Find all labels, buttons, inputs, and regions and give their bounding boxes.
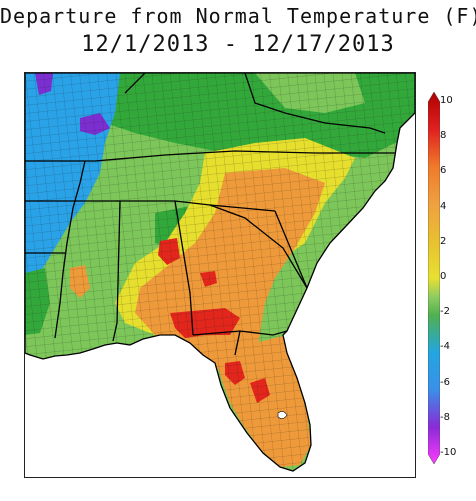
colorbar-tick-label: 0 (440, 271, 447, 282)
colorbar-tick-label: -10 (440, 447, 457, 458)
map-date-range: 12/1/2013 - 12/17/2013 (81, 32, 395, 57)
colorbar-tick-label: -4 (440, 341, 450, 353)
colorbar-tick-label: -8 (440, 411, 450, 423)
colorbar-tick-label: 2 (440, 235, 447, 247)
colorbar-tick-label: -6 (440, 376, 450, 388)
colorbar-tick-label: 4 (440, 200, 447, 212)
colorbar-tick-label: 10 (440, 95, 453, 106)
state-boundaries (25, 73, 415, 472)
colorbar-tick-label: 6 (440, 165, 447, 177)
map-title: Departure from Normal Temperature (F) (0, 4, 476, 28)
lake-okeechobee (277, 411, 288, 419)
temperature-colorbar (428, 92, 440, 464)
colorbar-tick-label: -2 (440, 306, 450, 318)
colorbar-tick-label: 8 (440, 130, 447, 142)
temperature-departure-map (24, 72, 416, 478)
